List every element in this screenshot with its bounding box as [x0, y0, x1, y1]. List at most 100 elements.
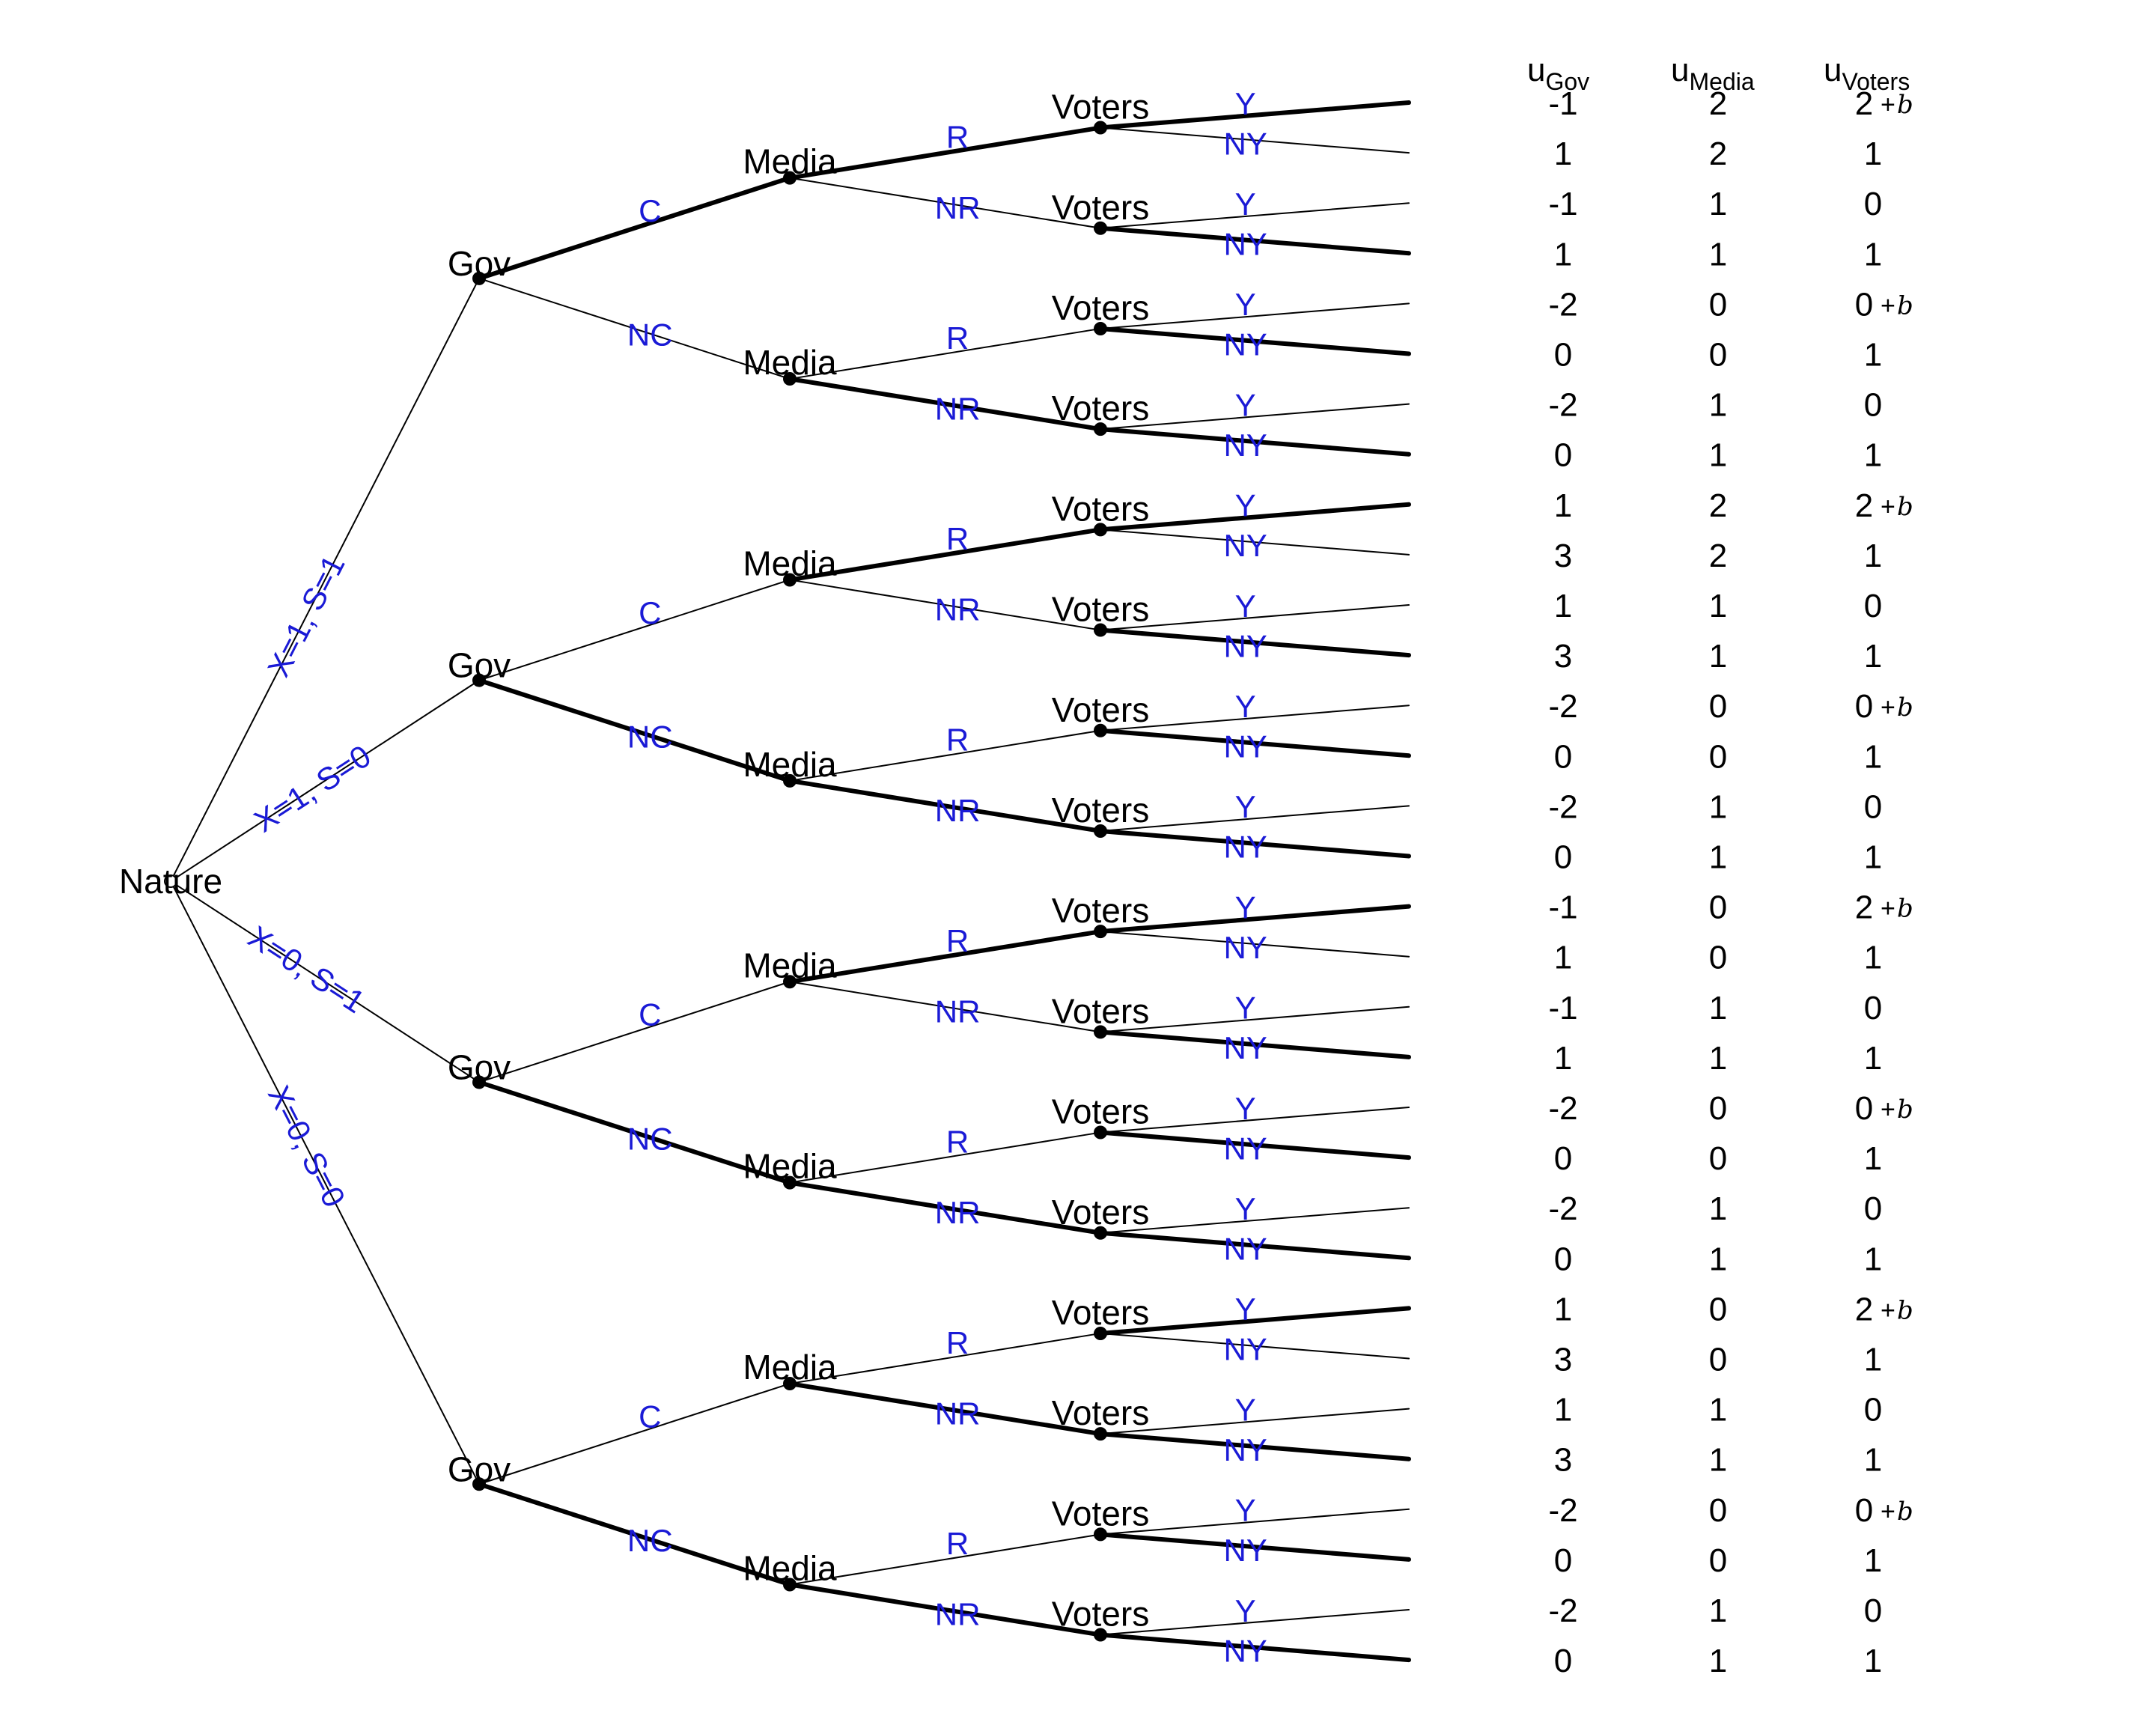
payoff-row: 1 1 1 — [1554, 1040, 1882, 1077]
voter-action-label-y: Y — [1235, 488, 1256, 523]
voter-action-label-ny: NY — [1223, 1633, 1267, 1668]
payoff-gov: 1 — [1554, 236, 1572, 273]
media-edge — [789, 729, 1101, 782]
payoff-gov: -1 — [1548, 85, 1577, 122]
payoff-media: 0 — [1709, 1291, 1727, 1327]
voter-action-label-y: Y — [1235, 689, 1256, 724]
payoff-gov: -2 — [1548, 1090, 1577, 1127]
media-edge — [788, 1180, 1103, 1235]
payoff-voters: 1 — [1864, 1140, 1882, 1177]
media-label: Media — [743, 745, 837, 784]
media-label: Media — [743, 1548, 837, 1587]
gov-action-label-c: C — [639, 595, 661, 630]
payoff-media: 0 — [1709, 1342, 1727, 1378]
voters-node-dot — [1094, 121, 1107, 135]
payoff-row: 1 2 1 — [1554, 136, 1882, 172]
gov-label: Gov — [448, 646, 511, 685]
payoff-gov: -2 — [1548, 688, 1577, 725]
payoff-gov: -2 — [1548, 387, 1577, 424]
payoff-voters: 1 — [1864, 1643, 1882, 1679]
media-edge — [788, 778, 1103, 833]
voters-node-dot — [1094, 1025, 1107, 1039]
media-edge — [788, 1582, 1103, 1637]
payoff-media: 0 — [1709, 738, 1727, 775]
media-action-label-nr: NR — [935, 1396, 981, 1431]
gov-node-dot — [472, 271, 486, 285]
voters-label: Voters — [1052, 791, 1149, 830]
media-label: Media — [743, 544, 837, 582]
payoff-gov: -1 — [1548, 186, 1577, 222]
media-node-dot — [783, 975, 797, 989]
payoff-gov: 0 — [1554, 1140, 1572, 1177]
payoff-gov: -2 — [1548, 1190, 1577, 1227]
voters-node-dot — [1094, 1427, 1107, 1441]
payoff-row: 1 0 1 — [1554, 940, 1882, 976]
gov-edge — [477, 678, 792, 783]
payoff-voters: 1 — [1864, 136, 1882, 172]
voters-node-dot — [1094, 1125, 1107, 1140]
payoff-voters: 0 — [1864, 990, 1882, 1026]
voter-action-label-ny: NY — [1223, 327, 1267, 362]
voter-action-label-y: Y — [1235, 889, 1256, 925]
payoff-voters: 1 — [1864, 1040, 1882, 1077]
voter-action-label-ny: NY — [1223, 1332, 1267, 1367]
voter-action-label-y: Y — [1235, 991, 1256, 1026]
payoff-gov: 3 — [1554, 1342, 1572, 1378]
equilibrium-edges — [477, 100, 1411, 1663]
voters-edge — [1100, 1006, 1410, 1033]
nature-branch-label: X=1, S=0 — [248, 738, 377, 839]
payoff-gov: -1 — [1548, 889, 1577, 926]
payoff-plus: + — [1881, 895, 1895, 923]
media-action-label-r: R — [946, 722, 969, 758]
voter-action-label-ny: NY — [1223, 628, 1267, 663]
payoff-media: 2 — [1709, 487, 1727, 524]
header-u-media: uMedia — [1671, 52, 1755, 95]
header-u-voters: uVoters — [1824, 52, 1910, 95]
gov-edge — [477, 175, 792, 281]
voter-action-label-ny: NY — [1223, 428, 1267, 463]
payoff-voters: 0 — [1864, 186, 1882, 222]
payoff-gov: 0 — [1554, 437, 1572, 474]
payoff-voters: 0 — [1855, 286, 1873, 323]
payoff-media: 1 — [1709, 437, 1727, 474]
media-edge — [788, 929, 1103, 985]
payoff-plus: + — [1881, 1497, 1895, 1526]
voters-edge — [1098, 1632, 1411, 1663]
payoff-b: b — [1897, 90, 1913, 120]
payoff-b: b — [1897, 1295, 1913, 1325]
payoff-row: 0 0 1 — [1554, 1140, 1882, 1177]
nature-node-dot — [164, 874, 177, 889]
payoff-media: 1 — [1709, 186, 1727, 222]
media-label: Media — [743, 1348, 837, 1387]
payoff-gov: 1 — [1554, 1040, 1572, 1077]
voters-label: Voters — [1052, 690, 1149, 729]
payoff-row: -2 1 0 — [1548, 788, 1882, 825]
media-action-label-nr: NR — [935, 1597, 981, 1632]
voters-edge — [1098, 225, 1411, 256]
voter-action-label-y: Y — [1235, 186, 1256, 222]
voter-action-label-y: Y — [1235, 387, 1256, 422]
voters-label: Voters — [1052, 489, 1149, 528]
payoff-gov: -2 — [1548, 1592, 1577, 1629]
payoff-media: 1 — [1709, 990, 1727, 1026]
payoff-voters: 0 — [1864, 1190, 1882, 1227]
payoff-gov: 0 — [1554, 337, 1572, 374]
media-action-label-nr: NR — [935, 592, 981, 627]
header-u-gov: uGov — [1527, 52, 1589, 95]
media-edge — [789, 579, 1101, 631]
voter-action-label-ny: NY — [1223, 227, 1267, 262]
voters-edge — [1098, 100, 1411, 130]
voters-label: Voters — [1052, 389, 1149, 428]
payoff-media: 2 — [1709, 136, 1727, 172]
voters-edge — [1100, 604, 1410, 631]
voters-edge — [1100, 302, 1410, 329]
voters-edge — [1100, 127, 1410, 154]
voters-edge — [1100, 403, 1410, 431]
payoff-voters: 1 — [1864, 738, 1882, 775]
payoff-row: 1 0 2 + b — [1554, 1291, 1913, 1327]
payoff-gov: 1 — [1554, 1291, 1572, 1327]
payoff-b: b — [1897, 290, 1913, 320]
payoff-media: 1 — [1709, 1643, 1727, 1679]
media-node-dot — [783, 1175, 797, 1190]
